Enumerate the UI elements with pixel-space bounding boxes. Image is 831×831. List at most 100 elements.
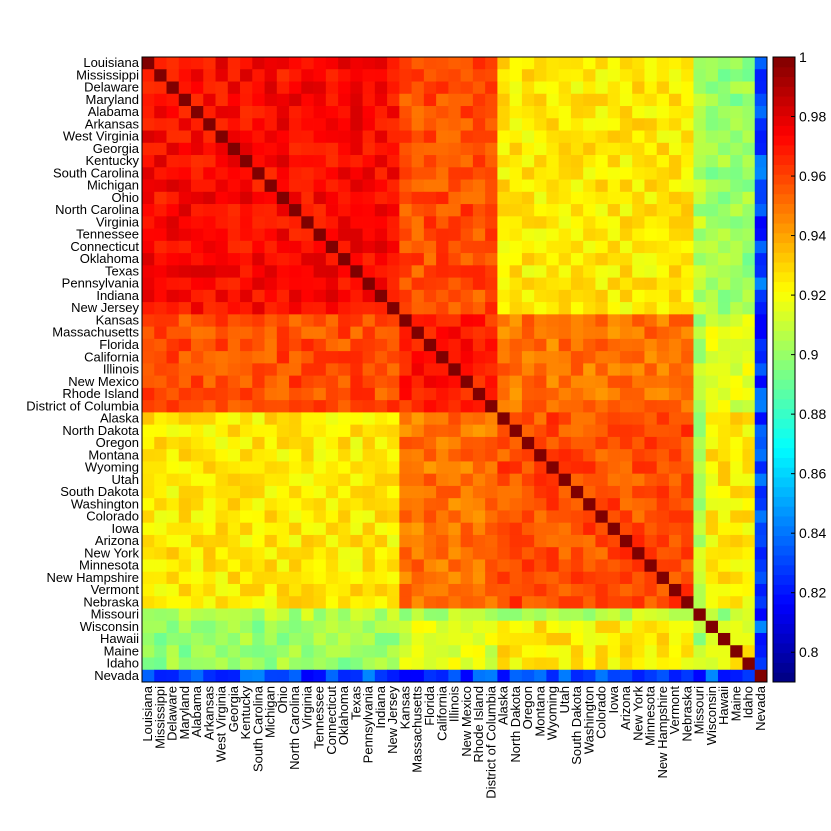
heatmap-cell — [583, 167, 596, 180]
heatmap-cell — [154, 155, 167, 168]
heatmap-cell — [301, 473, 314, 487]
heatmap-cell — [717, 412, 731, 426]
heatmap-cell — [632, 596, 645, 609]
heatmap-cell — [534, 522, 547, 536]
heatmap-cell — [325, 204, 339, 217]
colorbar-segment — [773, 545, 795, 556]
heatmap-cell — [546, 363, 560, 377]
colorbar-segment — [773, 457, 795, 468]
heatmap-cell — [570, 596, 584, 609]
heatmap-cell — [448, 657, 462, 671]
heatmap-cell — [730, 363, 743, 377]
heatmap-cell — [583, 559, 596, 573]
heatmap-cell — [350, 130, 363, 144]
heatmap-cell — [521, 461, 535, 475]
heatmap-cell — [742, 179, 756, 193]
heatmap-cell — [497, 510, 511, 524]
heatmap-cell — [203, 559, 216, 573]
heatmap-cell — [191, 57, 204, 70]
heatmap-cell — [276, 204, 290, 217]
heatmap-cell — [338, 424, 351, 438]
heatmap-cell — [289, 547, 302, 560]
heatmap-cell — [534, 375, 547, 389]
heatmap-cell — [399, 240, 412, 254]
heatmap-cell — [227, 461, 241, 475]
heatmap-cell — [509, 106, 523, 119]
heatmap-cell — [338, 93, 351, 107]
heatmap-cell — [227, 69, 241, 82]
heatmap-cell — [166, 436, 180, 450]
heatmap-cell — [546, 534, 560, 548]
heatmap-cell — [681, 424, 694, 438]
heatmap-cell — [546, 498, 560, 511]
heatmap-cell — [497, 191, 511, 205]
heatmap-cell — [521, 363, 535, 377]
heatmap-cell — [644, 118, 658, 131]
heatmap-cell — [497, 265, 511, 278]
heatmap-cell — [705, 314, 719, 327]
row-label: Wyoming — [85, 460, 139, 475]
heatmap-cell — [203, 485, 216, 499]
heatmap-cell — [338, 130, 351, 144]
heatmap-cell — [191, 326, 204, 340]
heatmap-cell — [276, 522, 290, 536]
heatmap-cell — [705, 571, 719, 585]
heatmap-cell — [399, 277, 412, 291]
heatmap-cell — [742, 253, 756, 266]
heatmap-cell — [154, 228, 167, 242]
heatmap-cell — [681, 216, 694, 229]
column-label: Ohio — [275, 686, 290, 713]
heatmap-cell — [742, 400, 756, 413]
heatmap-cell — [754, 155, 768, 168]
heatmap-cell — [264, 620, 278, 634]
heatmap-cell — [485, 559, 498, 573]
heatmap-cell — [350, 314, 363, 327]
heatmap-cell — [632, 400, 645, 413]
row-label: Connecticut — [70, 239, 139, 254]
heatmap-cell — [154, 669, 167, 683]
heatmap-cell — [313, 93, 327, 107]
heatmap-cell — [693, 620, 707, 634]
heatmap-cell — [203, 191, 216, 205]
heatmap-cell — [215, 632, 229, 646]
heatmap-cell — [656, 179, 670, 193]
heatmap-cell — [203, 547, 216, 560]
heatmap-cell — [754, 375, 768, 389]
heatmap-cell — [693, 596, 707, 609]
heatmap-cell — [142, 302, 155, 315]
heatmap-cell — [411, 449, 425, 462]
heatmap-cell — [289, 583, 302, 597]
heatmap-cell — [166, 289, 180, 303]
heatmap-cell — [546, 338, 560, 352]
heatmap-cell — [252, 142, 265, 156]
heatmap-cell — [656, 632, 670, 646]
heatmap-cell — [338, 620, 351, 634]
heatmap-cell — [742, 216, 756, 229]
row-label: Rhode Island — [62, 386, 139, 401]
heatmap-cell — [595, 559, 609, 573]
heatmap-cell — [742, 596, 756, 609]
heatmap-cell — [693, 387, 707, 401]
heatmap-cell — [350, 596, 363, 609]
heatmap-cell — [472, 596, 486, 609]
heatmap-cell — [276, 534, 290, 548]
heatmap-cell — [632, 632, 645, 646]
heatmap-cell — [717, 461, 731, 475]
heatmap-cell — [338, 289, 351, 303]
heatmap-cell — [656, 522, 670, 536]
heatmap-cell — [436, 620, 449, 634]
heatmap-cell — [276, 449, 290, 462]
colorbar-segment — [773, 515, 795, 527]
heatmap-cell — [387, 632, 400, 646]
heatmap-cell — [325, 302, 339, 315]
heatmap-cell — [619, 669, 633, 683]
heatmap-cell — [436, 571, 449, 585]
heatmap-cell — [632, 351, 645, 364]
heatmap-cell — [166, 69, 180, 82]
heatmap-cell — [191, 265, 204, 278]
heatmap-cell — [583, 277, 596, 291]
heatmap-cell — [668, 191, 682, 205]
heatmap-cell — [240, 155, 253, 168]
heatmap-cell — [399, 485, 412, 499]
heatmap-cell — [387, 289, 400, 303]
